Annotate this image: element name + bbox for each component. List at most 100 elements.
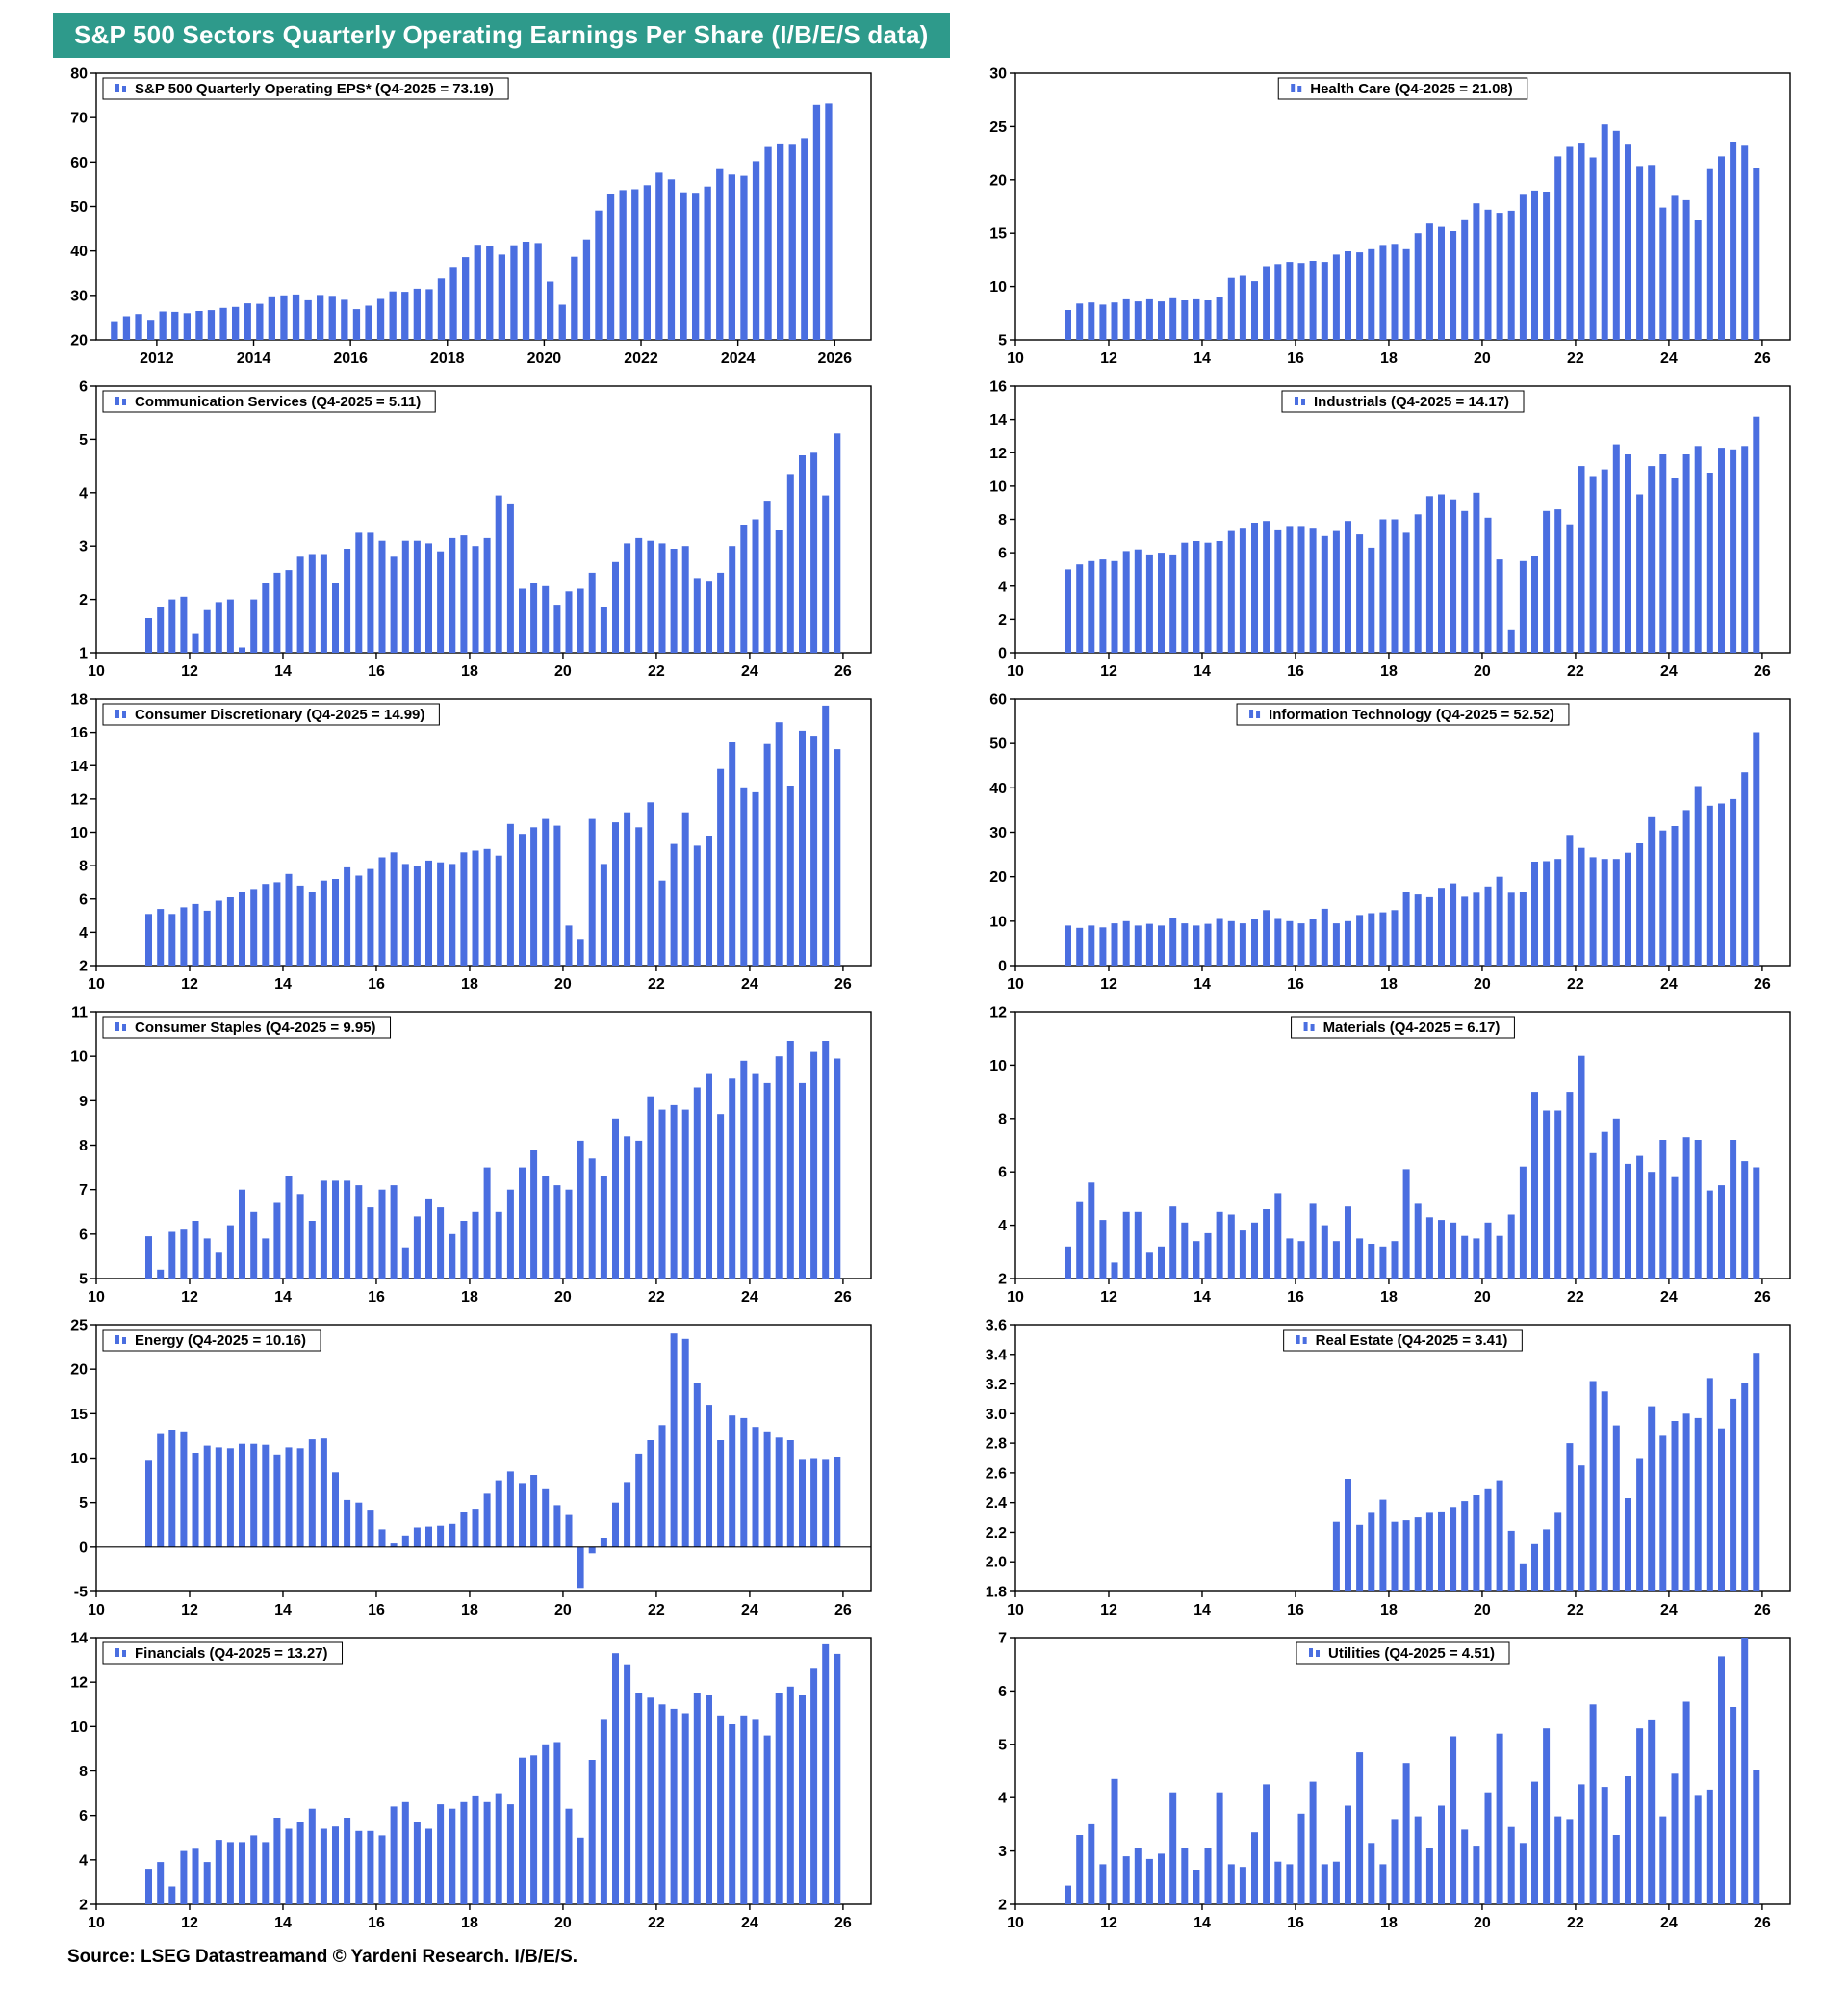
chart-panel-financials: 2 4 6 8 10 12 14 10 12 14 16 18 20 22 24 26 Financials (…	[48, 1631, 881, 1935]
legend: Materials (Q4-2025 = 6.17)	[1291, 1016, 1515, 1039]
legend-label: Communication Services (Q4-2025 = 5.11)	[135, 394, 421, 410]
svg-text:26: 26	[1754, 1602, 1771, 1618]
svg-text:3: 3	[998, 1844, 1007, 1860]
svg-text:10: 10	[989, 1058, 1007, 1074]
svg-text:2: 2	[998, 612, 1007, 629]
legend-label: S&P 500 Quarterly Operating EPS* (Q4-202…	[135, 81, 494, 97]
svg-text:14: 14	[1194, 1289, 1211, 1305]
legend: Consumer Staples (Q4-2025 = 9.95)	[102, 1016, 392, 1039]
chart-panel-industrials: 0 2 4 6 8 10 12 14 16 10 12 14 16 18 20 22 24 26 Industria…	[967, 379, 1800, 684]
svg-text:2.0: 2.0	[986, 1555, 1007, 1571]
svg-text:24: 24	[1660, 1602, 1678, 1618]
svg-text:22: 22	[1567, 1915, 1584, 1931]
svg-text:18: 18	[461, 1289, 478, 1305]
legend-label: Industrials (Q4-2025 = 14.17)	[1314, 394, 1509, 410]
svg-text:11: 11	[71, 1006, 88, 1021]
svg-text:5: 5	[998, 1737, 1007, 1753]
svg-text:16: 16	[1287, 350, 1304, 367]
svg-text:2012: 2012	[140, 350, 174, 367]
svg-text:14: 14	[70, 1632, 88, 1647]
svg-text:5: 5	[79, 1495, 88, 1512]
svg-text:18: 18	[461, 1915, 478, 1931]
svg-text:26: 26	[834, 1915, 852, 1931]
page-header: S&P 500 Sectors Quarterly Operating Earn…	[53, 13, 1848, 58]
svg-text:10: 10	[1007, 976, 1024, 993]
x-axis: 10 12 14 16 18 20 22 24 26	[88, 1904, 852, 1931]
svg-text:12: 12	[181, 1915, 198, 1931]
svg-text:16: 16	[368, 663, 385, 680]
legend: Real Estate (Q4-2025 = 3.41)	[1283, 1329, 1523, 1352]
svg-text:24: 24	[1660, 663, 1678, 680]
legend: S&P 500 Quarterly Operating EPS* (Q4-202…	[102, 77, 509, 100]
svg-text:12: 12	[1100, 663, 1117, 680]
svg-text:30: 30	[989, 67, 1007, 83]
svg-text:20: 20	[70, 1362, 88, 1379]
svg-text:26: 26	[1754, 1289, 1771, 1305]
svg-text:22: 22	[1567, 1289, 1584, 1305]
svg-text:20: 20	[554, 1915, 572, 1931]
svg-text:5: 5	[79, 432, 88, 449]
svg-text:18: 18	[461, 663, 478, 680]
legend-label: Consumer Staples (Q4-2025 = 9.95)	[135, 1020, 376, 1036]
chart-energy: -5 0 5 10 15 20 25 10 12 14 16 18 20 22 24 26 Energy (Q4…	[70, 1318, 872, 1618]
page-title-bar: S&P 500 Sectors Quarterly Operating Earn…	[53, 13, 950, 58]
legend-bar-icon	[122, 86, 126, 92]
x-axis: 10 12 14 16 18 20 22 24 26	[88, 1591, 852, 1618]
svg-text:10: 10	[88, 1289, 105, 1305]
legend-bar-icon	[1256, 711, 1261, 718]
bars	[145, 1333, 841, 1589]
svg-text:25: 25	[989, 119, 1007, 136]
svg-text:2: 2	[79, 959, 88, 975]
svg-text:4: 4	[79, 1852, 88, 1869]
svg-text:22: 22	[648, 1602, 665, 1618]
svg-text:8: 8	[79, 1138, 88, 1154]
y-axis: 1.8 2.0 2.2 2.4 2.6 2.8 3.0 3.2 3.4 3.6	[986, 1318, 1015, 1601]
svg-text:40: 40	[70, 244, 88, 260]
svg-text:22: 22	[1567, 350, 1584, 367]
legend-label: Health Care (Q4-2025 = 21.08)	[1310, 81, 1513, 97]
x-axis: 10 12 14 16 18 20 22 24 26	[1007, 1904, 1771, 1931]
svg-text:10: 10	[70, 1049, 88, 1066]
svg-text:22: 22	[648, 663, 665, 680]
svg-text:10: 10	[88, 663, 105, 680]
svg-text:5: 5	[998, 333, 1007, 349]
legend-bar-icon	[1297, 86, 1302, 92]
legend: Information Technology (Q4-2025 = 52.52)	[1236, 703, 1570, 726]
legend-label: Utilities (Q4-2025 = 4.51)	[1328, 1645, 1495, 1662]
svg-text:18: 18	[1380, 663, 1398, 680]
svg-text:22: 22	[1567, 976, 1584, 993]
svg-text:6: 6	[998, 546, 1007, 562]
svg-text:14: 14	[1194, 1915, 1211, 1931]
legend-bar-icon	[122, 1024, 126, 1031]
legend-label: Consumer Discretionary (Q4-2025 = 14.99)	[135, 707, 424, 723]
chart-panel-real-estate: 1.8 2.0 2.2 2.4 2.6 2.8 3.0 3.2 3.4 3.6 10 12 14 16 18…	[967, 1318, 1800, 1622]
svg-text:16: 16	[368, 976, 385, 993]
legend: Consumer Discretionary (Q4-2025 = 14.99)	[102, 703, 440, 726]
svg-text:16: 16	[1287, 976, 1304, 993]
svg-text:10: 10	[989, 914, 1007, 930]
svg-text:4: 4	[79, 485, 88, 502]
svg-text:10: 10	[1007, 1915, 1024, 1931]
svg-text:12: 12	[989, 446, 1007, 462]
chart-panel-sp500-eps: 20 30 40 50 60 70 80 2012 2014 2016 2018 2020 2022 20…	[48, 66, 881, 371]
svg-text:14: 14	[274, 1289, 292, 1305]
svg-text:12: 12	[989, 1006, 1007, 1021]
svg-text:20: 20	[1474, 350, 1491, 367]
svg-text:6: 6	[79, 380, 88, 396]
svg-text:14: 14	[70, 759, 88, 775]
svg-text:20: 20	[1474, 976, 1491, 993]
svg-text:22: 22	[1567, 663, 1584, 680]
chart-consumer-staples: 5 6 7 8 9 10 11 10 12 14 16 18 20 22 24 26 Consumer Stap…	[70, 1005, 872, 1305]
svg-text:2.6: 2.6	[986, 1465, 1007, 1482]
legend: Health Care (Q4-2025 = 21.08)	[1277, 77, 1528, 100]
x-axis: 2012 2014 2016 2018 2020 2022 2024 2026	[140, 340, 852, 367]
bars	[145, 433, 841, 654]
legend: Industrials (Q4-2025 = 14.17)	[1281, 390, 1525, 413]
svg-text:24: 24	[1660, 350, 1678, 367]
svg-text:22: 22	[648, 1289, 665, 1305]
svg-text:10: 10	[989, 279, 1007, 296]
